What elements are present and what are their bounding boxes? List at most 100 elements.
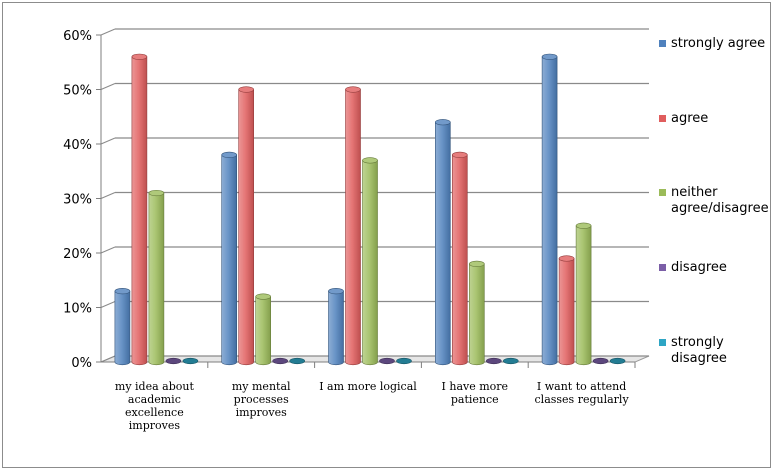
bar-zero <box>272 357 289 365</box>
bar-top <box>148 189 165 197</box>
y-tick-label: 10% <box>63 302 92 317</box>
bar: agree: 38% <box>451 151 468 366</box>
bar-top <box>541 53 558 60</box>
bar-body <box>541 56 558 366</box>
legend-swatch <box>659 189 666 196</box>
legend-swatch <box>659 40 666 47</box>
y-tick-label: 30% <box>63 193 92 208</box>
bar-zero <box>165 357 182 365</box>
y-tick-label: 60% <box>63 29 92 44</box>
bar-top <box>328 288 344 295</box>
bar-body <box>114 290 131 366</box>
bar: agree: 19% <box>558 255 575 366</box>
y-tick-label: 50% <box>63 84 92 99</box>
bar: strongly disagree: 0% <box>396 357 412 365</box>
bar-body <box>238 89 254 366</box>
bar-body <box>452 154 468 366</box>
bar: strongly disagree: 0% <box>502 357 519 365</box>
bar-top <box>362 157 378 164</box>
bars: strongly agree: 13%agree: 56%neither agr… <box>114 53 626 366</box>
y-tick-label: 40% <box>63 138 92 153</box>
bar: disagree: 0% <box>485 357 502 365</box>
bar-top <box>131 53 148 60</box>
bar-body <box>362 160 378 366</box>
bar-zero <box>485 357 502 365</box>
gridline-depth <box>100 28 116 36</box>
bar: neither agree/disagree: 37% <box>362 157 378 366</box>
bar-zero <box>379 357 395 365</box>
bar-body <box>131 56 148 366</box>
bar: strongly disagree: 0% <box>609 357 626 365</box>
bar: agree: 50% <box>238 86 254 366</box>
bar: disagree: 0% <box>379 357 395 365</box>
x-tick-labels: my idea about academic excellence improves m… <box>115 380 630 432</box>
bar-body <box>148 192 165 366</box>
bar-body <box>255 296 271 366</box>
bar: neither agree/disagree: 25% <box>575 222 592 366</box>
bar-zero <box>396 357 412 365</box>
legend-label: disagree <box>671 260 727 275</box>
bar-chart: 0% 10% 20% 30% 40% 50% 60% strongly agree: 13%… <box>63 28 769 432</box>
bar-top <box>114 288 131 295</box>
bar-body <box>558 258 575 366</box>
bar-top <box>255 293 272 300</box>
legend-label: neither agree/disagree <box>671 185 769 216</box>
bar-top <box>221 151 237 158</box>
x-tick-label: my mental processes improves <box>232 380 291 419</box>
bar-top <box>451 151 468 158</box>
legend-label: agree <box>671 111 708 126</box>
bar: strongly agree: 38% <box>221 151 237 366</box>
bar: agree: 50% <box>345 86 361 366</box>
bar-body <box>469 263 485 366</box>
gridline-depth <box>100 83 116 90</box>
legend-label: strongly agree <box>671 36 765 51</box>
legend: strongly agree agree neither agree/disagree… <box>659 36 769 366</box>
bar-body <box>221 154 237 366</box>
gridline-depth <box>100 301 116 308</box>
bar-body <box>345 89 361 366</box>
bar-zero <box>289 357 306 365</box>
bar: disagree: 0% <box>165 357 182 365</box>
legend-item: neither agree/disagree <box>659 185 769 216</box>
bar: neither agree/disagree: 12% <box>255 293 272 366</box>
x-tick-label: I have more patience <box>442 380 509 406</box>
legend-swatch <box>659 339 666 346</box>
bar-top <box>558 255 575 262</box>
legend-label: strongly disagree <box>671 335 727 366</box>
bar-zero <box>502 357 519 365</box>
legend-item: agree <box>659 111 708 126</box>
bar-body <box>575 225 592 366</box>
bar-body <box>328 290 344 366</box>
bar-top <box>238 86 254 93</box>
bar: disagree: 0% <box>592 357 609 365</box>
gridline-depth <box>100 246 116 254</box>
bar: disagree: 0% <box>272 357 289 365</box>
gridline-depth <box>100 192 116 199</box>
bar: neither agree/disagree: 18% <box>468 260 485 366</box>
bar-top <box>575 222 592 229</box>
bar-top <box>434 119 451 126</box>
bar-body <box>435 121 451 366</box>
bar: strongly agree: 44% <box>434 119 451 366</box>
bar-top <box>468 260 485 268</box>
gridline-depth <box>100 137 116 145</box>
bar-zero <box>609 357 626 365</box>
gridline-depth <box>100 355 116 363</box>
bar-zero <box>592 357 609 365</box>
bar: strongly agree: 13% <box>328 288 344 366</box>
x-tick-label: I am more logical <box>319 380 417 393</box>
bar-top <box>345 86 361 93</box>
y-tick-label: 20% <box>63 247 92 262</box>
x-tick-label: I want to attend classes regularly <box>535 380 630 406</box>
legend-item: strongly disagree <box>659 335 727 366</box>
bar: strongly disagree: 0% <box>182 357 199 365</box>
bar: strongly disagree: 0% <box>289 357 306 365</box>
bar: strongly agree: 56% <box>541 53 558 366</box>
legend-swatch <box>659 264 666 271</box>
legend-item: disagree <box>659 260 727 275</box>
bar: agree: 56% <box>131 53 148 366</box>
bar: neither agree/disagree: 31% <box>148 189 165 366</box>
legend-swatch <box>659 115 666 122</box>
bar: strongly agree: 13% <box>114 288 131 366</box>
